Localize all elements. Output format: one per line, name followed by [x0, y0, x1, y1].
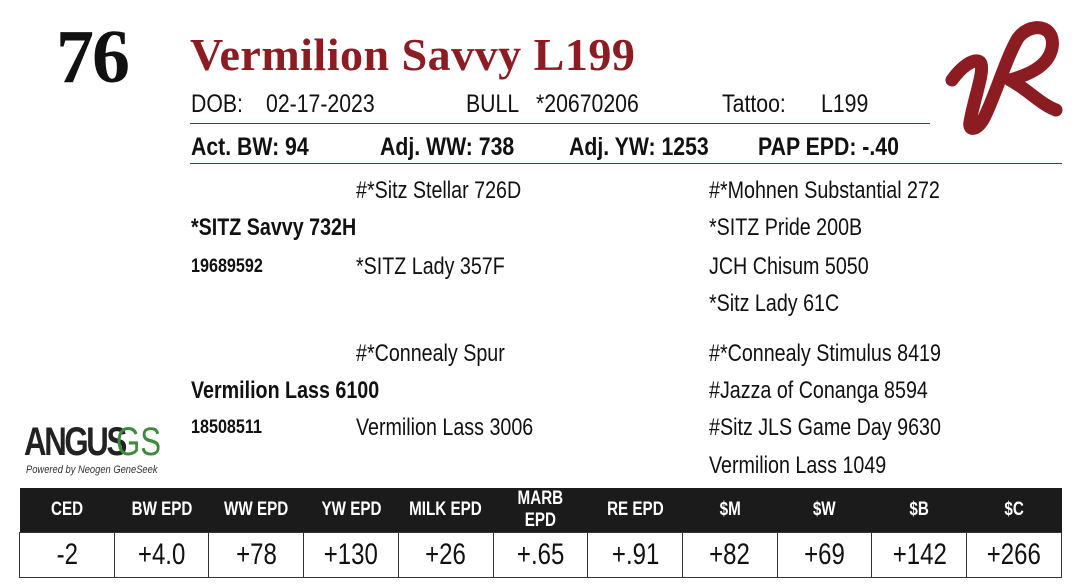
tattoo-label: Tattoo:	[722, 90, 786, 118]
epd-value-cell: +266	[966, 532, 1062, 578]
epd-value-cell: +.91	[587, 532, 684, 578]
angus-logo-subtitle: Powered by Neogen GeneSeek	[26, 464, 158, 476]
dam-name: Vermilion Lass 6100	[191, 377, 380, 404]
epd-table: CED BW EPD WW EPD YW EPD MILK EPD MARB E…	[19, 488, 1062, 578]
epd-header-cell: YW EPD	[303, 488, 399, 533]
epd-header-cell: $B	[871, 488, 967, 533]
epd-value-cell: +82	[682, 532, 778, 578]
angus-logo-text: ANGUS	[24, 420, 127, 464]
epd-value-cell: +26	[397, 532, 494, 578]
epd-value-cell: +142	[871, 532, 968, 578]
epd-value-cell: -2	[19, 532, 115, 578]
epd-value-cell: +78	[208, 532, 305, 578]
pap-epd: PAP EPD: -.40	[758, 133, 899, 161]
epd-header-cell: RE EPD	[587, 488, 683, 533]
act-bw: Act. BW: 94	[191, 133, 309, 161]
angus-logo-gs: GS	[116, 420, 162, 464]
epd-value-cell: +69	[776, 532, 873, 578]
sex-label: BULL	[466, 90, 520, 118]
epd-header-cell: $M	[682, 488, 778, 533]
dam-sire-sire: #*Connealy Stimulus 8419	[709, 340, 941, 367]
epd-value-cell: +130	[303, 532, 399, 578]
dam-dam-sire: #Sitz JLS Game Day 9630	[709, 414, 941, 441]
epd-value-cell: +.65	[492, 532, 589, 578]
lot-number: 76	[56, 15, 130, 99]
epd-value-cell: +4.0	[113, 532, 210, 578]
sire-dam-sire: JCH Chisum 5050	[709, 253, 869, 280]
sire-name: *SITZ Savvy 732H	[191, 214, 357, 241]
dam-reg: 18508511	[191, 417, 262, 438]
angus-gs-logo: ANGUS GS Powered by Neogen GeneSeek	[24, 420, 174, 480]
registration-number: *20670206	[536, 90, 639, 118]
adj-ww: Adj. WW: 738	[380, 133, 515, 161]
sire-dam: *SITZ Lady 357F	[356, 253, 505, 280]
dam-sire-dam: #Jazza of Conanga 8594	[709, 377, 928, 404]
sire-sire: #*Sitz Stellar 726D	[356, 177, 522, 204]
epd-header-cell: MILK EPD	[398, 488, 494, 533]
adj-yw: Adj. YW: 1253	[569, 133, 709, 161]
dam-dam-dam: Vermilion Lass 1049	[709, 452, 887, 479]
epd-header-cell: CED	[19, 488, 115, 533]
epd-value-row: -2 +4.0 +78 +130 +26 +.65 +.91 +82 +69 +…	[19, 532, 1062, 578]
dam-sire: #*Connealy Spur	[356, 340, 505, 367]
tattoo-value: L199	[821, 90, 869, 118]
sire-sire-dam: *SITZ Pride 200B	[709, 214, 863, 241]
epd-header-cell: MARB EPD	[493, 488, 588, 533]
animal-name: Vermilion Savvy L199	[190, 29, 636, 80]
sire-dam-dam: *Sitz Lady 61C	[709, 290, 840, 317]
dob-label: DOB:	[191, 90, 243, 118]
epd-header-cell: $W	[777, 488, 872, 533]
epd-header-cell: $C	[966, 488, 1062, 533]
epd-header-row: CED BW EPD WW EPD YW EPD MILK EPD MARB E…	[19, 488, 1062, 533]
epd-header-cell: WW EPD	[208, 488, 304, 533]
dob-value: 02-17-2023	[266, 90, 375, 118]
divider	[190, 163, 1062, 164]
epd-header-cell: BW EPD	[114, 488, 209, 533]
sire-reg: 19689592	[191, 256, 263, 277]
divider	[190, 123, 930, 124]
sire-sire-sire: #*Mohnen Substantial 272	[709, 177, 940, 204]
dam-dam: Vermilion Lass 3006	[356, 414, 534, 441]
vr-brand-logo	[945, 21, 1063, 135]
